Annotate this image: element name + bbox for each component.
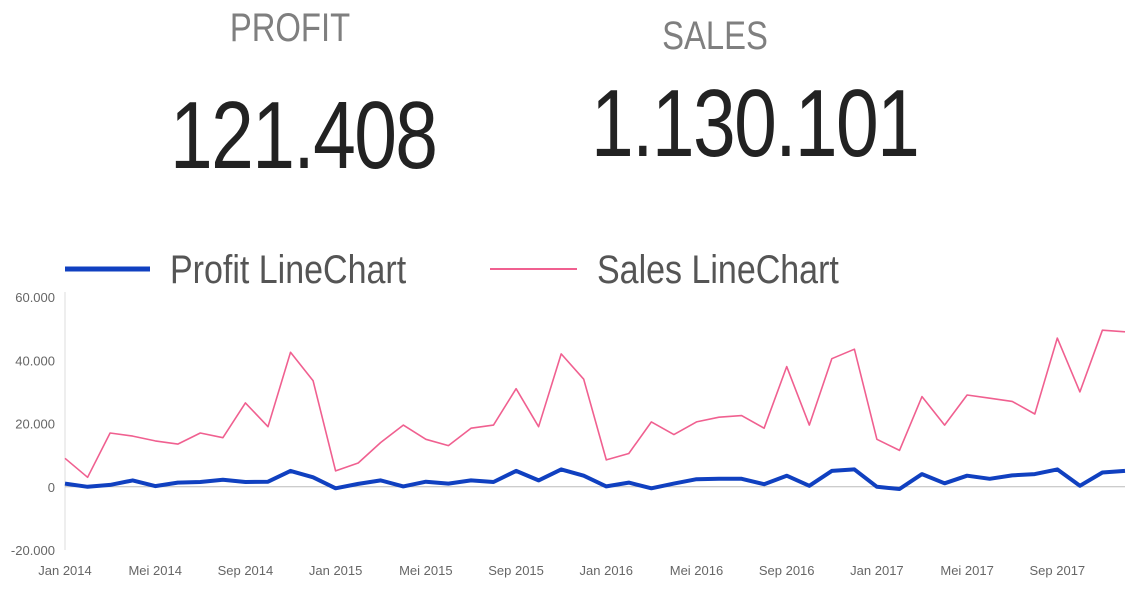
line-chart: Profit LineChart Sales LineChart -20.000 0… <box>11 246 1126 578</box>
chart-axes <box>64 292 1125 550</box>
profit-kpi-label: PROFIT <box>229 6 351 50</box>
sales-series-line <box>64 329 1126 479</box>
x-tick-label: Mei 2014 <box>128 563 181 578</box>
y-tick-label: 20.000 <box>15 417 55 432</box>
y-axis-ticks: -20.000 0 20.000 40.000 60.000 <box>11 290 55 558</box>
x-tick-label: Mei 2017 <box>940 563 993 578</box>
sales-kpi-card: SALES 1.130.101 <box>560 0 920 179</box>
x-tick-label: Sep 2015 <box>488 563 544 578</box>
legend-label-1: Sales LineChart <box>597 246 839 291</box>
x-tick-label: Jan 2014 <box>38 563 92 578</box>
x-tick-label: Mei 2016 <box>670 563 723 578</box>
x-tick-label: Mei 2015 <box>399 563 452 578</box>
sales-kpi-label: SALES <box>662 14 768 58</box>
sales-kpi-value: 1.130.101 <box>591 70 920 177</box>
x-tick-label: Jan 2017 <box>850 563 904 578</box>
chart-legend: Profit LineChart Sales LineChart <box>65 246 839 292</box>
x-axis-ticks: Jan 2014 Mei 2014 Sep 2014 Jan 2015 Mei 2015… <box>38 563 1085 578</box>
profit-kpi-value: 121.408 <box>170 82 438 189</box>
x-tick-label: Sep 2017 <box>1030 563 1086 578</box>
x-tick-label: Jan 2016 <box>580 563 634 578</box>
legend-label-0: Profit LineChart <box>170 246 407 291</box>
y-tick-label: 40.000 <box>15 353 55 368</box>
chart-series <box>64 329 1126 491</box>
x-tick-label: Sep 2016 <box>759 563 815 578</box>
y-tick-label: 0 <box>48 480 55 495</box>
y-tick-label: -20.000 <box>11 543 55 558</box>
x-tick-label: Sep 2014 <box>218 563 274 578</box>
profit-kpi-card: PROFIT 121.408 <box>140 0 440 191</box>
y-tick-label: 60.000 <box>15 290 55 305</box>
profit-series-line <box>64 467 1126 491</box>
x-tick-label: Jan 2015 <box>309 563 363 578</box>
